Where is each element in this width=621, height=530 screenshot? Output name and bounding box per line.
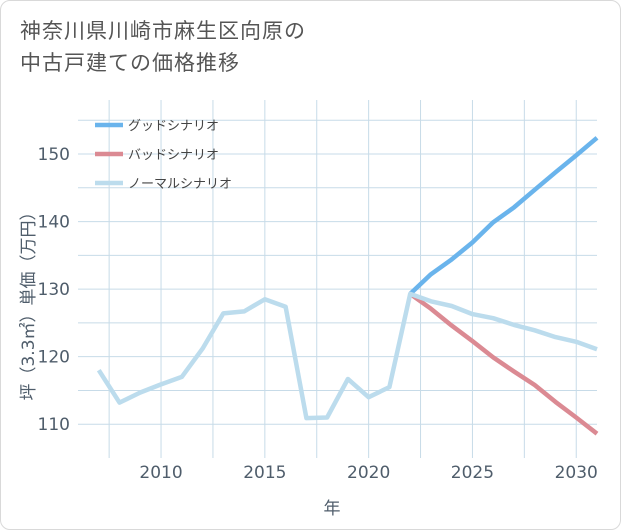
y-tick-label: 130 bbox=[38, 280, 70, 300]
series-line-normal bbox=[96, 291, 598, 421]
grid-lines bbox=[78, 100, 597, 458]
y-tick-label: 150 bbox=[38, 145, 70, 165]
series-line-bad bbox=[408, 292, 599, 436]
y-tick-label: 110 bbox=[38, 415, 70, 435]
series-line-good bbox=[408, 136, 599, 296]
y-tick-label: 120 bbox=[38, 348, 70, 368]
x-tick-label: 2020 bbox=[347, 463, 390, 483]
series-lines bbox=[96, 136, 599, 436]
x-tick-label: 2010 bbox=[139, 463, 182, 483]
y-tick-label: 140 bbox=[38, 213, 70, 233]
legend-label-good: グッドシナリオ bbox=[128, 119, 219, 134]
chart-title-line-1: 神奈川県川崎市麻生区向原の bbox=[20, 19, 306, 43]
x-tick-label: 2030 bbox=[555, 463, 598, 483]
legend-label-normal: ノーマルシナリオ bbox=[128, 177, 232, 192]
y-axis-title: 坪（3.3㎡）単価（万円） bbox=[19, 203, 39, 400]
legend-label-bad: バッドシナリオ bbox=[128, 148, 219, 163]
chart-title: 神奈川県川崎市麻生区向原の 中古戸建ての価格推移 bbox=[20, 15, 306, 79]
x-axis-title: 年 bbox=[324, 499, 341, 519]
chart-title-line-2: 中古戸建ての価格推移 bbox=[20, 51, 240, 75]
tick-labels: 2010 2015 2020 2025 2030 110 120 130 140 150 bbox=[38, 145, 598, 483]
x-tick-label: 2025 bbox=[451, 463, 494, 483]
x-tick-label: 2015 bbox=[243, 463, 286, 483]
